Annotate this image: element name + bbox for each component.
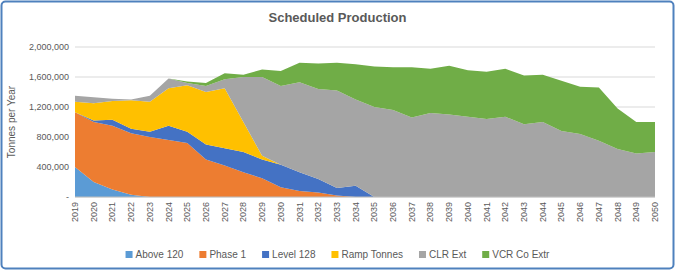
x-tick-label: 2034 <box>351 202 361 222</box>
legend-label: Above 120 <box>136 249 184 260</box>
x-tick-label: 2050 <box>650 202 660 222</box>
legend-label: Level 128 <box>272 249 316 260</box>
x-tick-label: 2024 <box>164 202 174 222</box>
x-tick-label: 2041 <box>482 202 492 222</box>
x-tick-label: 2029 <box>257 202 267 222</box>
chart: Scheduled Production Tonnes per Year - 400,… <box>0 0 675 270</box>
legend-swatch <box>262 251 269 258</box>
x-tick-label: 2023 <box>145 202 155 222</box>
y-tick-label: 800,000 <box>36 132 69 142</box>
y-tick-label: 1,600,000 <box>29 72 69 82</box>
x-tick-label: 2038 <box>425 202 435 222</box>
area <box>75 63 655 154</box>
x-tick-label: 2047 <box>594 202 604 222</box>
x-tick-label: 2046 <box>575 202 585 222</box>
y-tick-label: - <box>66 192 69 202</box>
grid-line <box>75 197 655 198</box>
grid-line <box>75 47 655 48</box>
x-tick-label: 2032 <box>313 202 323 222</box>
x-tick-label: 2025 <box>182 202 192 222</box>
legend-swatch <box>419 251 426 258</box>
legend: Above 120 Phase 1 Level 128 Ramp Tonnes CLR … <box>126 249 551 260</box>
x-tick-label: 2042 <box>500 202 510 222</box>
x-tick-label: 2040 <box>463 202 473 222</box>
x-tick-label: 2037 <box>407 202 417 222</box>
legend-swatch <box>482 251 489 258</box>
legend-label: VCR Co Extr <box>492 249 550 260</box>
x-tick-label: 2028 <box>238 202 248 222</box>
legend-label: Phase 1 <box>209 249 246 260</box>
x-tick-label: 2026 <box>201 202 211 222</box>
y-tick-label: 2,000,000 <box>29 42 69 52</box>
x-tick-label: 2021 <box>107 202 117 222</box>
legend-swatch <box>331 251 338 258</box>
x-tick-label: 2048 <box>613 202 623 222</box>
y-tick-label: 400,000 <box>36 162 69 172</box>
legend-swatch <box>126 251 133 258</box>
x-tick-label: 2027 <box>220 202 230 222</box>
x-tick-label: 2049 <box>631 202 641 222</box>
x-tick-label: 2030 <box>276 202 286 222</box>
x-tick-label: 2031 <box>295 202 305 222</box>
title: Scheduled Production <box>269 10 407 25</box>
legend-swatch <box>199 251 206 258</box>
x-tick-label: 2043 <box>519 202 529 222</box>
frame <box>2 2 674 269</box>
x-tick-label: 2022 <box>126 202 136 222</box>
x-tick-label: 2039 <box>444 202 454 222</box>
x-tick-label: 2020 <box>89 202 99 222</box>
legend-label: Ramp Tonnes <box>341 249 403 260</box>
x-tick-label: 2035 <box>369 202 379 222</box>
x-tick-label: 2045 <box>556 202 566 222</box>
x-tick-label: 2033 <box>332 202 342 222</box>
x-tick-label: 2019 <box>70 202 80 222</box>
y-tick-label: 1,200,000 <box>29 102 69 112</box>
legend-label: CLR Ext <box>429 249 466 260</box>
plot-area <box>75 63 655 197</box>
x-axis <box>75 197 655 198</box>
x-tick-label: 2036 <box>388 202 398 222</box>
x-tick-label: 2044 <box>538 202 548 222</box>
y-axis-label: Tonnes per Year <box>6 85 17 158</box>
